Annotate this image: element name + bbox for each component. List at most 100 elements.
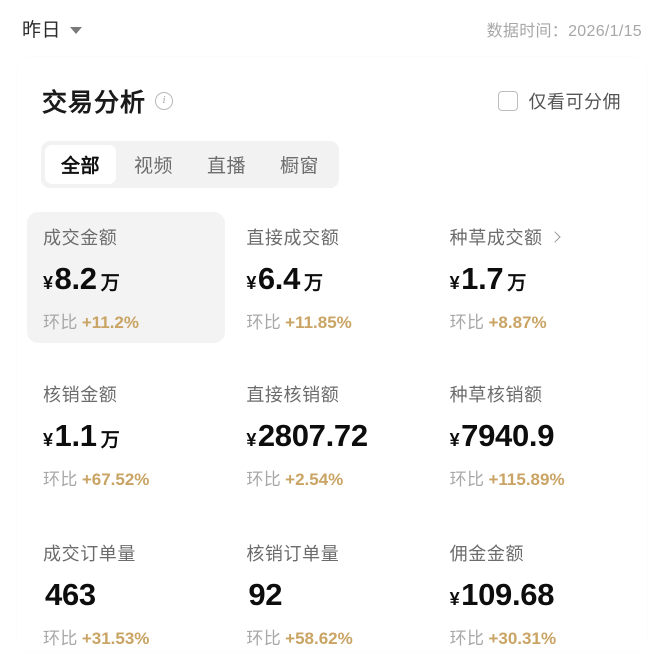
metric-number: 1.1	[54, 418, 98, 453]
metric-label: 种草核销额	[449, 385, 543, 405]
metric-value-row: ¥ 109.68	[450, 577, 632, 613]
metric-change-row: 环比 +11.2%	[43, 308, 225, 333]
trade-analysis-card: 交易分析 i 仅看可分佣 全部 视频 直播 橱窗 成交金额 ¥ 8.2 万	[17, 57, 647, 652]
metric-change-row: 环比 +2.54%	[246, 465, 428, 490]
change-label: 环比	[449, 629, 485, 648]
metric-change-row: 环比 +58.62%	[246, 624, 428, 649]
data-timestamp: 数据时间：2026/1/15	[486, 22, 642, 40]
change-value: +30.31%	[488, 629, 557, 648]
currency-symbol: ¥	[246, 273, 256, 293]
metric-label: 成交金额	[43, 228, 118, 248]
metric-label: 直接核销额	[246, 385, 340, 405]
metric-label-row: 核销金额	[43, 381, 225, 407]
metric-card-redeem-amount[interactable]: 核销金额 ¥ 1.1 万 环比 +67.52%	[27, 369, 225, 500]
change-value: +67.52%	[81, 470, 150, 489]
metric-value-row: ¥ 7940.9	[450, 418, 632, 454]
metric-value-row: 92	[246, 577, 428, 613]
channel-tabs: 全部 视频 直播 橱窗	[41, 141, 340, 188]
metric-unit: 万	[507, 273, 527, 294]
metric-label: 成交订单量	[43, 544, 136, 564]
metric-change-row: 环比 +30.31%	[450, 624, 632, 649]
metric-value-row: ¥ 6.4 万	[246, 261, 428, 297]
metric-number: 109.68	[461, 577, 555, 612]
metric-value-row: ¥ 8.2 万	[43, 261, 225, 297]
metric-number: 1.7	[461, 261, 504, 296]
metric-label-row: 直接核销额	[246, 381, 428, 407]
currency-symbol: ¥	[449, 589, 460, 609]
metric-label-row: 成交金额	[43, 224, 225, 250]
checkbox-box-icon[interactable]	[497, 91, 518, 111]
metric-label: 核销订单量	[246, 544, 340, 564]
change-value: +115.89%	[488, 470, 565, 489]
currency-symbol: ¥	[43, 273, 53, 293]
metric-number: 92	[248, 577, 283, 612]
metric-number: 2807.72	[257, 418, 368, 453]
metric-label-row: 佣金金额	[450, 540, 632, 566]
metrics-grid: 成交金额 ¥ 8.2 万 环比 +11.2% 直接成交额 ¥ 6.4	[17, 212, 647, 652]
change-label: 环比	[246, 629, 282, 648]
period-label: 昨日	[22, 20, 62, 41]
metric-change-row: 环比 +31.53%	[43, 624, 225, 649]
change-value: +31.53%	[81, 629, 150, 648]
change-label: 环比	[43, 470, 78, 489]
metric-label-row: 种草核销额	[450, 381, 632, 407]
metric-card-order-count[interactable]: 成交订单量 463 环比 +31.53%	[27, 528, 225, 652]
metric-number: 463	[45, 577, 96, 612]
change-label: 环比	[43, 629, 78, 648]
change-value: +8.87%	[488, 313, 547, 332]
metric-card-gmv[interactable]: 成交金额 ¥ 8.2 万 环比 +11.2%	[27, 212, 226, 343]
change-value: +11.2%	[81, 313, 140, 332]
metric-label-row: 核销订单量	[246, 540, 428, 566]
title-group: 交易分析 i	[42, 83, 174, 119]
currency-symbol: ¥	[43, 430, 53, 450]
metric-value-row: ¥ 2807.72	[246, 418, 428, 454]
metric-number: 6.4	[257, 261, 301, 296]
metric-card-redeem-count[interactable]: 核销订单量 92 环比 +58.62%	[230, 528, 428, 652]
checkbox-label: 仅看可分佣	[528, 92, 621, 112]
currency-symbol: ¥	[449, 273, 460, 293]
metrics-row: 成交金额 ¥ 8.2 万 环比 +11.2% 直接成交额 ¥ 6.4	[27, 212, 637, 343]
currency-symbol: ¥	[449, 430, 460, 450]
metric-number: 7940.9	[461, 418, 555, 453]
page-title: 交易分析	[42, 89, 147, 117]
metric-value-row: 463	[43, 577, 225, 613]
metric-card-commission[interactable]: 佣金金额 ¥ 109.68 环比 +30.31%	[434, 528, 632, 652]
change-label: 环比	[449, 470, 485, 489]
metric-card-seeding-gmv[interactable]: 种草成交额 ¥ 1.7 万 环比 +8.87%	[434, 212, 632, 343]
change-label: 环比	[246, 313, 282, 332]
chevron-down-icon[interactable]	[70, 26, 83, 34]
currency-symbol: ¥	[246, 430, 256, 450]
tab-video[interactable]: 视频	[134, 156, 174, 177]
metric-card-seeding-redeem[interactable]: 种草核销额 ¥ 7940.9 环比 +115.89%	[434, 369, 632, 500]
metric-change-row: 环比 +8.87%	[450, 308, 632, 333]
change-value: +11.85%	[285, 313, 352, 332]
tab-showcase[interactable]: 橱窗	[280, 156, 320, 177]
change-label: 环比	[43, 313, 78, 332]
change-label: 环比	[449, 313, 485, 332]
metric-unit: 万	[100, 430, 120, 451]
metric-unit: 万	[304, 273, 324, 294]
chevron-right-icon[interactable]	[548, 230, 561, 243]
metric-unit: 万	[100, 273, 120, 294]
metric-label-row: 成交订单量	[43, 540, 225, 566]
metrics-row: 核销金额 ¥ 1.1 万 环比 +67.52% 直接核销额 ¥ 2807.72	[27, 369, 637, 500]
metric-card-direct-redeem[interactable]: 直接核销额 ¥ 2807.72 环比 +2.54%	[230, 369, 428, 500]
metric-change-row: 环比 +115.89%	[450, 465, 632, 490]
metric-label-row: 直接成交额	[246, 224, 428, 250]
change-value: +58.62%	[285, 629, 353, 648]
metric-label: 直接成交额	[246, 228, 340, 248]
tab-live[interactable]: 直播	[207, 156, 247, 177]
metric-value-row: ¥ 1.7 万	[450, 261, 632, 297]
change-label: 环比	[246, 470, 282, 489]
metric-card-direct-gmv[interactable]: 直接成交额 ¥ 6.4 万 环比 +11.85%	[230, 212, 428, 343]
metric-label: 种草成交额	[449, 228, 543, 248]
commission-filter-checkbox[interactable]: 仅看可分佣	[497, 88, 622, 114]
period-selector[interactable]: 昨日	[22, 15, 83, 42]
metric-change-row: 环比 +11.85%	[246, 308, 428, 333]
tab-all[interactable]: 全部	[45, 145, 117, 184]
metric-change-row: 环比 +67.52%	[43, 465, 225, 490]
info-circle-icon[interactable]: i	[155, 92, 174, 110]
metric-number: 8.2	[54, 261, 98, 296]
top-bar: 昨日 数据时间：2026/1/15	[0, 0, 664, 57]
metric-label: 佣金金额	[449, 544, 525, 564]
